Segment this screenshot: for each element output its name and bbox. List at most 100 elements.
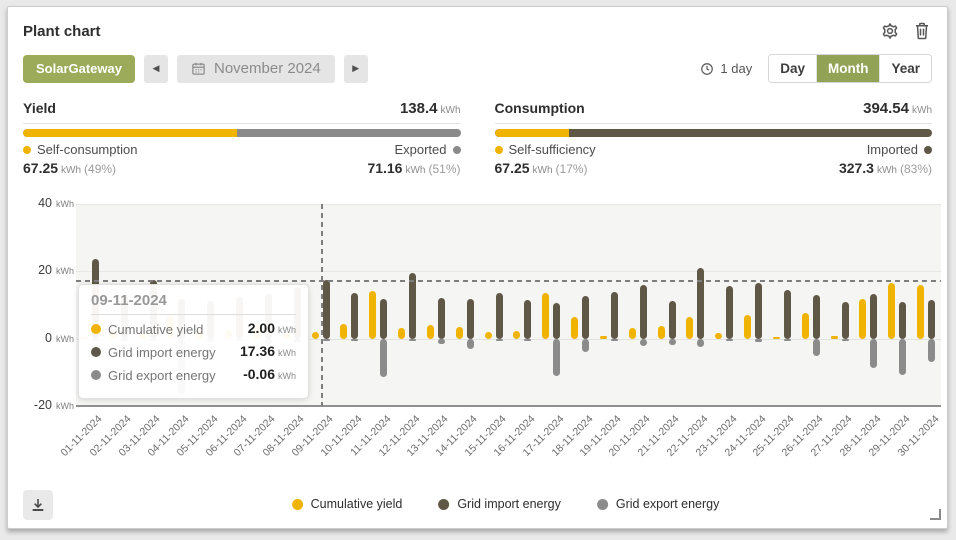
resize-handle-icon[interactable] — [928, 507, 942, 521]
bar-export-20-11-2024[interactable] — [640, 339, 647, 347]
toolbar: SolarGateway ◀ November 2024 ▶ 1 day Day… — [23, 54, 932, 83]
bar-export-12-11-2024[interactable] — [409, 339, 416, 341]
bar-import-30-11-2024[interactable] — [928, 300, 935, 338]
bar-export-21-11-2024[interactable] — [669, 339, 676, 345]
bar-export-14-11-2024[interactable] — [467, 339, 474, 349]
bar-export-13-11-2024[interactable] — [438, 339, 445, 344]
bar-export-15-11-2024[interactable] — [496, 339, 503, 341]
date-label: November 2024 — [214, 60, 321, 77]
bar-yield-13-11-2024[interactable] — [427, 325, 434, 339]
bar-import-10-11-2024[interactable] — [351, 293, 358, 339]
bar-import-17-11-2024[interactable] — [553, 303, 560, 339]
bar-yield-10-11-2024[interactable] — [340, 324, 347, 338]
bar-yield-20-11-2024[interactable] — [629, 328, 636, 338]
bar-yield-25-11-2024[interactable] — [773, 337, 780, 339]
bar-yield-26-11-2024[interactable] — [802, 313, 809, 338]
bar-import-29-11-2024[interactable] — [899, 302, 906, 338]
settings-button[interactable] — [880, 21, 900, 41]
legend-item-grid-import-energy[interactable]: Grid import energy — [438, 497, 561, 511]
bar-export-19-11-2024[interactable] — [611, 339, 618, 341]
bar-export-17-11-2024[interactable] — [553, 339, 560, 376]
bar-export-28-11-2024[interactable] — [870, 339, 877, 369]
view-button-month[interactable]: Month — [816, 55, 879, 82]
y-axis-tick: 20kWh — [16, 263, 74, 277]
yield-progress-bar — [23, 129, 461, 137]
header: Plant chart — [23, 21, 932, 41]
bar-yield-19-11-2024[interactable] — [600, 336, 607, 339]
chart-tooltip: 09-11-2024 Cumulative yield2.00kWhGrid i… — [78, 284, 309, 399]
bar-import-18-11-2024[interactable] — [582, 296, 589, 339]
tooltip-row: Grid import energy17.36kWh — [91, 343, 296, 361]
bar-import-21-11-2024[interactable] — [669, 301, 676, 339]
legend-item-cumulative-yield[interactable]: Cumulative yield — [292, 497, 403, 511]
bar-export-30-11-2024[interactable] — [928, 339, 935, 362]
bar-export-29-11-2024[interactable] — [899, 339, 906, 375]
delete-button[interactable] — [912, 21, 932, 41]
view-button-year[interactable]: Year — [879, 55, 931, 82]
date-picker-button[interactable]: November 2024 — [177, 55, 335, 83]
bar-import-25-11-2024[interactable] — [784, 290, 791, 338]
bar-import-23-11-2024[interactable] — [726, 286, 733, 339]
bar-import-22-11-2024[interactable] — [697, 268, 704, 339]
bar-export-26-11-2024[interactable] — [813, 339, 820, 357]
bar-export-09-11-2024[interactable] — [323, 339, 330, 341]
bar-yield-12-11-2024[interactable] — [398, 328, 405, 339]
bar-export-16-11-2024[interactable] — [524, 339, 531, 341]
bar-yield-30-11-2024[interactable] — [917, 285, 924, 338]
crosshair-horizontal — [76, 280, 941, 282]
self-consumption-dot-icon — [23, 146, 31, 154]
bar-yield-22-11-2024[interactable] — [686, 317, 693, 338]
bar-import-14-11-2024[interactable] — [467, 299, 474, 339]
download-button[interactable] — [23, 490, 53, 520]
bar-import-19-11-2024[interactable] — [611, 292, 618, 339]
next-month-button[interactable]: ▶ — [344, 55, 368, 83]
bar-yield-16-11-2024[interactable] — [513, 331, 520, 339]
bar-yield-27-11-2024[interactable] — [831, 336, 838, 338]
bar-yield-28-11-2024[interactable] — [859, 299, 866, 339]
imported-label: Imported — [867, 142, 918, 157]
bar-export-23-11-2024[interactable] — [726, 339, 733, 341]
bar-import-24-11-2024[interactable] — [755, 283, 762, 338]
bar-yield-15-11-2024[interactable] — [485, 332, 492, 338]
bar-yield-29-11-2024[interactable] — [888, 283, 895, 339]
bar-export-24-11-2024[interactable] — [755, 339, 762, 342]
prev-month-button[interactable]: ◀ — [144, 55, 168, 83]
bar-export-27-11-2024[interactable] — [842, 339, 849, 341]
bar-import-11-11-2024[interactable] — [380, 299, 387, 339]
gateway-chip[interactable]: SolarGateway — [23, 55, 135, 83]
bar-export-11-11-2024[interactable] — [380, 339, 387, 378]
self-sufficiency-label: Self-sufficiency — [509, 142, 596, 157]
bar-import-28-11-2024[interactable] — [870, 294, 877, 338]
bar-yield-21-11-2024[interactable] — [658, 326, 665, 339]
bar-import-26-11-2024[interactable] — [813, 295, 820, 338]
chevron-right-icon: ▶ — [352, 63, 359, 74]
exported-value: 71.16 — [367, 160, 402, 176]
bar-import-09-11-2024[interactable] — [323, 280, 330, 338]
legend-dot-icon — [292, 499, 303, 510]
bar-yield-14-11-2024[interactable] — [456, 327, 463, 339]
page-title: Plant chart — [23, 23, 101, 40]
self-consumption-value: 67.25 — [23, 160, 58, 176]
view-button-day[interactable]: Day — [769, 55, 816, 82]
bar-yield-17-11-2024[interactable] — [542, 293, 549, 339]
bar-export-25-11-2024[interactable] — [784, 339, 791, 341]
legend-dot-icon — [438, 499, 449, 510]
bar-export-10-11-2024[interactable] — [351, 339, 358, 341]
bar-import-13-11-2024[interactable] — [438, 298, 445, 339]
bar-yield-24-11-2024[interactable] — [744, 315, 751, 339]
interval-indicator: 1 day — [700, 61, 752, 76]
bar-yield-18-11-2024[interactable] — [571, 317, 578, 338]
bar-yield-09-11-2024[interactable] — [312, 332, 319, 339]
legend-item-grid-export-energy[interactable]: Grid export energy — [597, 497, 720, 511]
bar-export-18-11-2024[interactable] — [582, 339, 589, 352]
bar-yield-11-11-2024[interactable] — [369, 291, 376, 339]
bar-import-20-11-2024[interactable] — [640, 285, 647, 339]
bar-import-16-11-2024[interactable] — [524, 300, 531, 339]
bar-yield-23-11-2024[interactable] — [715, 333, 722, 339]
bar-import-27-11-2024[interactable] — [842, 302, 849, 339]
bar-import-12-11-2024[interactable] — [409, 273, 416, 339]
self-consumption-label: Self-consumption — [37, 142, 137, 157]
bar-import-15-11-2024[interactable] — [496, 293, 503, 338]
tooltip-date: 09-11-2024 — [91, 292, 296, 315]
chart-footer: Cumulative yield Grid import energy Grid e… — [23, 490, 932, 524]
